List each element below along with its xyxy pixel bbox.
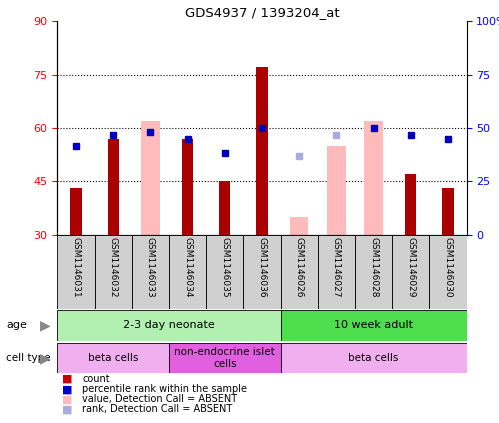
Bar [57, 343, 169, 373]
Bar [327, 146, 346, 235]
Text: ■: ■ [62, 374, 73, 384]
Text: rank, Detection Call = ABSENT: rank, Detection Call = ABSENT [82, 404, 233, 415]
Text: age: age [6, 320, 27, 330]
Text: beta cells: beta cells [88, 353, 138, 363]
Text: ■: ■ [62, 384, 73, 394]
Bar [364, 121, 383, 235]
Text: GSM1146035: GSM1146035 [220, 237, 229, 298]
Text: GSM1146031: GSM1146031 [71, 237, 80, 298]
Text: GSM1146030: GSM1146030 [444, 237, 453, 298]
Bar [244, 235, 280, 309]
Bar [182, 139, 193, 235]
Bar [57, 235, 95, 309]
Text: count: count [82, 374, 110, 384]
Text: beta cells: beta cells [348, 353, 399, 363]
Bar [392, 235, 429, 309]
Bar [318, 235, 355, 309]
Bar [141, 121, 160, 235]
Bar [443, 189, 454, 235]
Bar [132, 235, 169, 309]
Text: GSM1146027: GSM1146027 [332, 237, 341, 297]
Bar [169, 235, 206, 309]
Bar [256, 67, 267, 235]
Bar [70, 189, 81, 235]
Text: GSM1146034: GSM1146034 [183, 237, 192, 297]
Text: value, Detection Call = ABSENT: value, Detection Call = ABSENT [82, 394, 238, 404]
Text: ■: ■ [62, 394, 73, 404]
Text: 2-3 day neonate: 2-3 day neonate [123, 320, 215, 330]
Bar [206, 235, 244, 309]
Text: GSM1146028: GSM1146028 [369, 237, 378, 297]
Text: percentile rank within the sample: percentile rank within the sample [82, 384, 248, 394]
Text: GSM1146033: GSM1146033 [146, 237, 155, 298]
Bar [169, 343, 280, 373]
Bar [355, 235, 392, 309]
Text: ▶: ▶ [39, 351, 50, 365]
Bar [290, 217, 308, 235]
Bar [57, 310, 280, 341]
Bar [405, 174, 416, 235]
Text: GSM1146036: GSM1146036 [257, 237, 266, 298]
Text: cell type: cell type [6, 353, 50, 363]
Text: non-endocrine islet
cells: non-endocrine islet cells [175, 347, 275, 369]
Bar [108, 139, 119, 235]
Text: ■: ■ [62, 404, 73, 415]
Bar [280, 310, 467, 341]
Bar [280, 235, 318, 309]
Text: GSM1146026: GSM1146026 [295, 237, 304, 297]
Text: 10 week adult: 10 week adult [334, 320, 413, 330]
Bar [95, 235, 132, 309]
Title: GDS4937 / 1393204_at: GDS4937 / 1393204_at [185, 5, 339, 19]
Bar [219, 181, 231, 235]
Text: GSM1146032: GSM1146032 [109, 237, 118, 297]
Text: ▶: ▶ [39, 318, 50, 332]
Bar [429, 235, 467, 309]
Text: GSM1146029: GSM1146029 [406, 237, 415, 297]
Bar [280, 343, 467, 373]
